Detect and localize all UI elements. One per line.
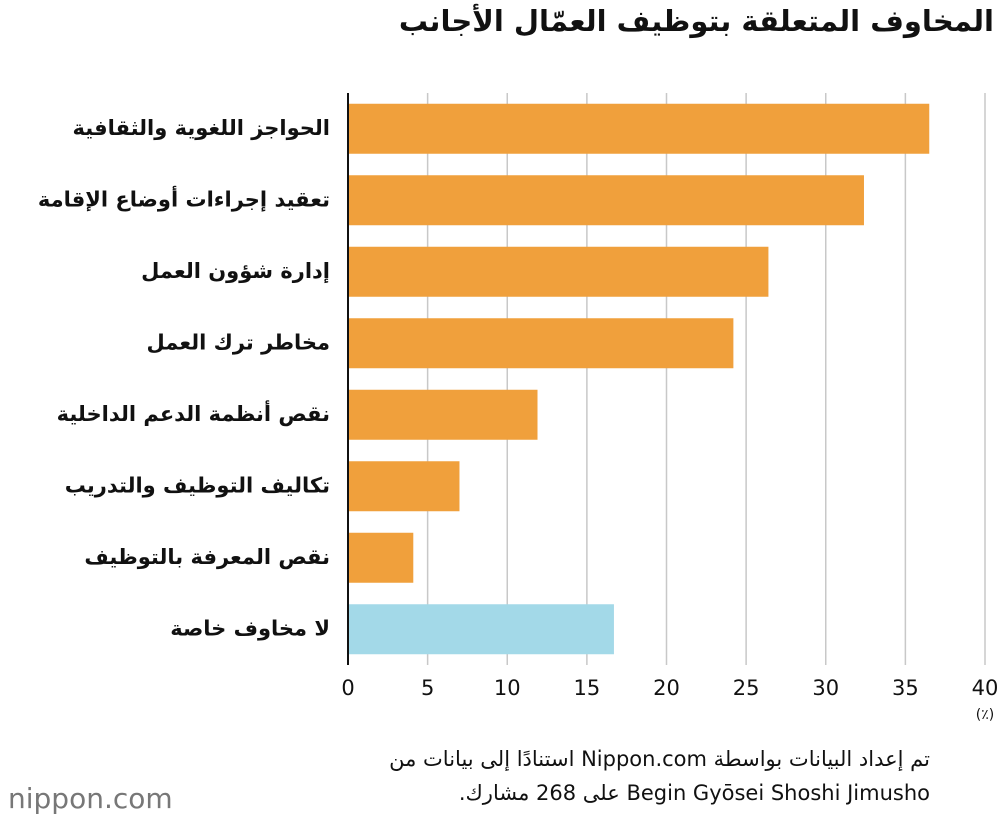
y-tick-label: مخاطر ترك العمل <box>147 330 330 354</box>
bar <box>348 461 460 512</box>
y-tick-label: تكاليف التوظيف والتدريب <box>65 473 330 497</box>
y-tick-label: الحواجز اللغوية والثقافية <box>73 116 330 140</box>
y-tick-label: لا مخاوف خاصة <box>170 616 330 640</box>
chart-title: المخاوف المتعلقة بتوظيف العمّال الأجانب <box>398 4 994 38</box>
bar <box>348 604 614 655</box>
bar <box>348 246 769 297</box>
x-tick-label: 20 <box>653 676 680 700</box>
x-tick-label: 30 <box>812 676 839 700</box>
bar <box>348 103 930 154</box>
bar <box>348 175 864 226</box>
x-unit: (٪) <box>976 707 994 723</box>
source-note: تم إعداد البيانات بواسطة Nippon.com استن… <box>389 742 930 810</box>
x-tick-label: 0 <box>341 676 354 700</box>
x-tick-label: 40 <box>972 676 999 700</box>
y-tick-label: إدارة شؤون العمل <box>141 259 330 283</box>
x-tick-label: 10 <box>494 676 521 700</box>
y-tick-label: نقص المعرفة بالتوظيف <box>84 545 330 569</box>
bar <box>348 532 414 583</box>
y-tick-label: تعقيد إجراءات أوضاع الإقامة <box>38 184 330 211</box>
x-tick-label: 25 <box>733 676 760 700</box>
x-tick-label: 5 <box>421 676 434 700</box>
bar <box>348 318 734 369</box>
x-tick-label: 35 <box>892 676 919 700</box>
bar <box>348 389 538 440</box>
source-line: Begin Gyōsei Shoshi Jimusho على 268 مشار… <box>458 781 930 805</box>
source-line: تم إعداد البيانات بواسطة Nippon.com استن… <box>389 747 930 771</box>
y-tick-label: نقص أنظمة الدعم الداخلية <box>57 399 330 426</box>
logo: nippon.com <box>8 782 173 815</box>
x-tick-label: 15 <box>574 676 601 700</box>
